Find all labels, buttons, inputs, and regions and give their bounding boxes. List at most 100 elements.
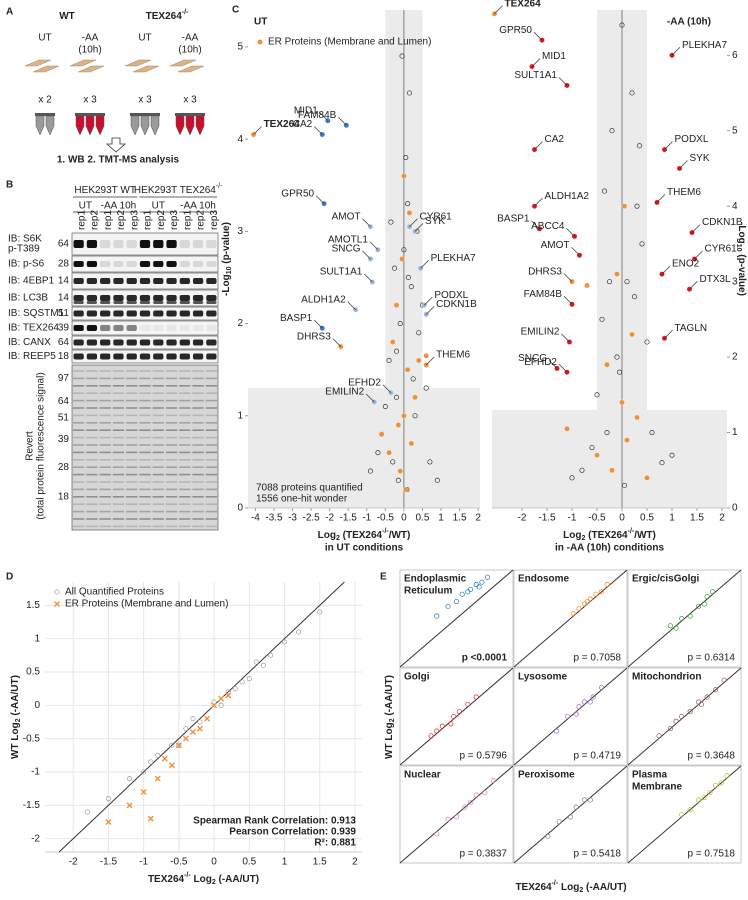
- blot-band: [113, 339, 124, 346]
- y-tick-label: 2: [237, 318, 243, 329]
- y-tick-label: 0.5: [26, 667, 40, 678]
- point: [393, 302, 400, 308]
- annotation: 7088 proteins quantified: [256, 483, 363, 494]
- point: [593, 591, 599, 597]
- x-tick-label: -4: [251, 513, 260, 524]
- point: [246, 676, 252, 682]
- mw-marker: 39: [58, 323, 70, 334]
- point-label: ALDH1A2: [545, 191, 590, 202]
- leader: [679, 160, 688, 169]
- text-part: (-AA/UT): [216, 874, 259, 885]
- point: [582, 699, 588, 705]
- lane-label: rep2: [196, 210, 207, 230]
- blot-band: [206, 339, 217, 346]
- blot-band: [166, 240, 177, 248]
- point: [629, 90, 635, 96]
- point: [105, 796, 111, 802]
- point: [148, 759, 154, 765]
- point-label: EMILIN2: [521, 327, 560, 338]
- point: [556, 819, 562, 825]
- point: [169, 742, 175, 748]
- blot-band: [206, 261, 217, 267]
- x-tick-label: -2.5: [302, 513, 320, 524]
- facet-title: Ergic/cisGolgi: [632, 574, 699, 585]
- point-label: GPR50: [281, 188, 314, 199]
- leader: [534, 197, 543, 207]
- tube-cap: [85, 113, 95, 116]
- leader: [494, 5, 503, 15]
- y-tick-label: 1: [34, 633, 40, 644]
- point: [687, 807, 693, 813]
- blot-band: [192, 310, 204, 317]
- leader: [558, 77, 568, 86]
- point: [614, 271, 620, 277]
- cell-line-label: HEK293T TEX264-/-: [134, 183, 223, 195]
- text-part: 2: [579, 887, 583, 894]
- blot-band: [206, 295, 217, 301]
- x-tick-label: 2: [475, 513, 481, 524]
- blot-band: [192, 261, 204, 267]
- point: [679, 713, 685, 720]
- x-tick-label: -2: [325, 513, 334, 524]
- point: [590, 694, 596, 700]
- x-tick-label: -1.5: [100, 857, 118, 868]
- blot-label: IB: S6K: [8, 234, 42, 245]
- point: [565, 713, 571, 720]
- y-tick-label: -1: [31, 767, 40, 778]
- point: [175, 742, 182, 749]
- point-label: EMILIN2: [325, 387, 364, 398]
- point: [589, 445, 595, 451]
- blot-frame: [71, 320, 219, 336]
- leader: [319, 112, 329, 121]
- revert-sublabel: (total protein fluorescence signal): [36, 372, 47, 519]
- text-part: 2: [15, 718, 22, 722]
- point: [395, 477, 401, 483]
- point: [140, 789, 147, 795]
- x-tick-label: 0: [619, 513, 625, 524]
- blot-band: [206, 310, 217, 317]
- y-tick-label: 5: [237, 42, 243, 53]
- point: [434, 477, 440, 483]
- point: [649, 429, 655, 436]
- blot-band: [206, 240, 217, 248]
- point: [667, 623, 673, 629]
- point: [267, 652, 273, 658]
- panel-letter: E: [380, 572, 387, 583]
- point: [211, 699, 217, 705]
- blot-band: [153, 261, 164, 267]
- text-part: -Log: [221, 274, 232, 296]
- point: [659, 460, 665, 466]
- point: [673, 625, 679, 631]
- panel-letter: A: [6, 7, 13, 18]
- y-tick-label: 0: [237, 503, 243, 514]
- point: [141, 769, 147, 775]
- blot-label: IB: LC3B: [8, 293, 48, 304]
- blot-band: [100, 325, 111, 331]
- blot-band: [100, 310, 111, 317]
- annotation: p = 0.5418: [573, 849, 621, 860]
- point: [579, 467, 585, 473]
- point: [629, 331, 635, 338]
- y-axis-label: WT Log2 (-AA/UT): [384, 675, 397, 759]
- leader: [566, 228, 575, 237]
- point: [225, 692, 232, 699]
- point: [599, 316, 605, 322]
- text-part: HEK293T WT: [74, 185, 136, 196]
- text-part: (-AA/UT): [583, 882, 626, 893]
- blot-band: [86, 261, 98, 267]
- text-part: Log: [563, 530, 581, 541]
- tube-icon: [140, 115, 150, 136]
- point: [704, 694, 710, 700]
- blot-band: [126, 339, 137, 346]
- plate-icon: [177, 65, 205, 73]
- tube-cap: [195, 113, 205, 116]
- point: [473, 694, 479, 700]
- point: [403, 155, 409, 161]
- point: [382, 404, 388, 410]
- blot-band: [206, 353, 217, 360]
- point: [399, 256, 405, 262]
- leader: [409, 218, 418, 227]
- point: [168, 762, 175, 769]
- leader: [694, 250, 703, 260]
